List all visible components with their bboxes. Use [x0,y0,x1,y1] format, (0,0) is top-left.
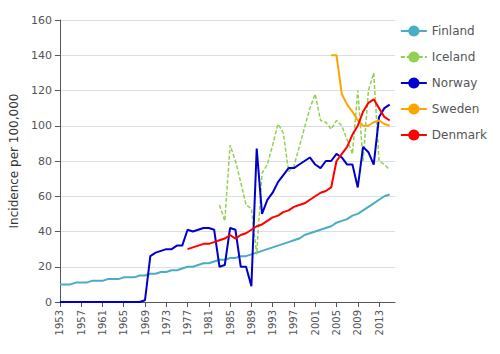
svg-text:40: 40 [38,225,52,238]
svg-text:1969: 1969 [140,310,151,335]
svg-text:1973: 1973 [161,310,172,335]
svg-text:60: 60 [38,190,52,203]
svg-text:1981: 1981 [203,310,214,335]
svg-text:1953: 1953 [54,310,65,335]
svg-text:1993: 1993 [267,310,278,335]
svg-text:20: 20 [38,260,52,273]
svg-text:1957: 1957 [76,310,87,335]
svg-text:120: 120 [31,84,52,97]
svg-text:160: 160 [31,14,52,27]
svg-text:1961: 1961 [97,310,108,335]
svg-text:1989: 1989 [246,310,257,335]
svg-text:100: 100 [31,119,52,132]
svg-text:Denmark: Denmark [432,128,487,142]
svg-text:2001: 2001 [310,310,321,335]
svg-text:Incidence per 100,000: Incidence per 100,000 [7,94,21,229]
svg-text:Iceland: Iceland [432,50,475,64]
svg-text:0: 0 [45,296,52,309]
svg-text:80: 80 [38,155,52,168]
svg-text:140: 140 [31,49,52,62]
svg-text:2013: 2013 [374,310,385,335]
svg-text:1997: 1997 [288,310,299,335]
svg-text:1985: 1985 [225,310,236,335]
svg-text:1965: 1965 [118,310,129,335]
svg-text:Finland: Finland [432,24,475,38]
svg-text:Norway: Norway [432,76,478,90]
svg-text:2005: 2005 [331,310,342,335]
svg-text:Sweden: Sweden [432,102,479,116]
svg-text:2009: 2009 [352,310,363,335]
svg-text:1977: 1977 [182,310,193,335]
